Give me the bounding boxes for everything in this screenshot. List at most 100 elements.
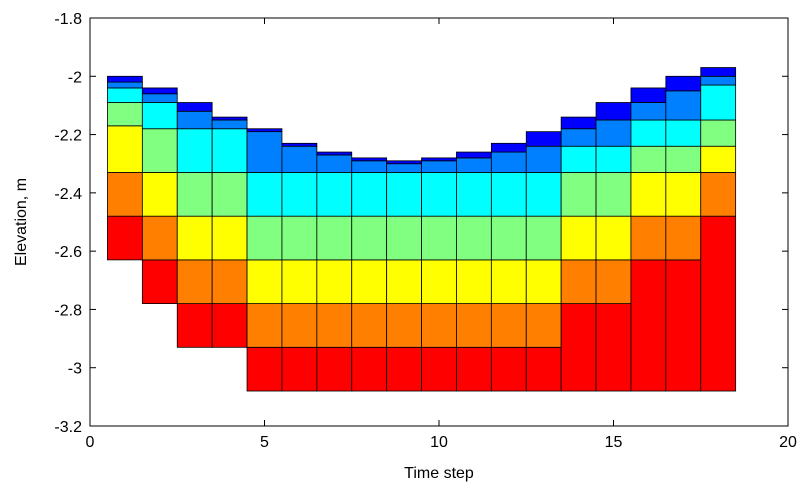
cell-col14-layer6 bbox=[560, 128, 597, 147]
cell-col10-layer5 bbox=[421, 172, 457, 217]
cell-col1-layer3 bbox=[107, 125, 143, 173]
cell-col13-layer7 bbox=[525, 131, 562, 147]
cell-col1-layer2 bbox=[107, 172, 143, 217]
y-tick-label: -2.8 bbox=[54, 302, 82, 319]
cell-col11-layer1 bbox=[456, 346, 492, 392]
cell-col9-layer5 bbox=[386, 172, 422, 217]
cell-col16-layer3 bbox=[630, 172, 667, 217]
cell-col14-layer4 bbox=[560, 172, 597, 217]
cell-col12-layer6 bbox=[490, 151, 527, 173]
cell-col7-layer6 bbox=[316, 154, 353, 173]
cell-col10-layer4 bbox=[421, 215, 457, 261]
cell-col13-layer2 bbox=[525, 303, 562, 348]
cell-col5-layer1 bbox=[246, 346, 283, 392]
y-tick-label: -2.4 bbox=[54, 186, 82, 203]
cell-col9-layer3 bbox=[386, 259, 422, 305]
cell-col13-layer6 bbox=[525, 145, 562, 173]
y-tick-label: -1.8 bbox=[54, 11, 82, 28]
x-tick-label: 15 bbox=[605, 434, 623, 451]
cell-col3-layer4 bbox=[176, 172, 213, 217]
cell-col15-layer3 bbox=[595, 215, 632, 261]
cell-col6-layer7 bbox=[281, 142, 318, 147]
cell-col6-layer5 bbox=[281, 172, 318, 217]
cell-col15-layer7 bbox=[595, 102, 632, 121]
cell-col1-layer6 bbox=[107, 81, 143, 89]
cell-col10-layer7 bbox=[421, 157, 457, 162]
cell-col7-layer5 bbox=[316, 172, 353, 217]
cell-col4-layer1 bbox=[211, 303, 248, 348]
x-tick-label: 10 bbox=[430, 434, 448, 451]
cell-col15-layer1 bbox=[595, 303, 632, 392]
cell-col13-layer3 bbox=[525, 259, 562, 305]
axes: 0 5 10 15 20 -1.8 -2 -2.2 -2.4 -2.6 -2.8 -3 -3.2 bbox=[54, 11, 797, 451]
cell-col5-layer2 bbox=[246, 303, 283, 348]
cell-col5-layer7 bbox=[246, 128, 283, 133]
cell-col18-layer3 bbox=[700, 145, 737, 173]
cell-col14-layer2 bbox=[560, 259, 597, 305]
cell-col7-layer3 bbox=[316, 259, 353, 305]
cell-col2-layer5 bbox=[141, 102, 178, 130]
cell-col3-layer1 bbox=[176, 303, 213, 348]
y-axis-title: Elevation, m bbox=[13, 178, 30, 266]
cell-col8-layer2 bbox=[351, 303, 388, 348]
cell-col5-layer5 bbox=[246, 172, 283, 217]
cell-col4-layer3 bbox=[211, 215, 248, 261]
cell-col12-layer2 bbox=[490, 303, 527, 348]
cell-col10-layer3 bbox=[421, 259, 457, 305]
cell-col6-layer2 bbox=[281, 303, 318, 348]
cell-col12-layer1 bbox=[490, 346, 527, 392]
cell-col1-layer7 bbox=[107, 75, 143, 83]
cell-col5-layer4 bbox=[246, 215, 283, 261]
cell-col11-layer7 bbox=[456, 151, 492, 159]
x-tick-label: 20 bbox=[779, 434, 797, 451]
cell-col1-layer4 bbox=[107, 102, 143, 127]
cell-col7-layer2 bbox=[316, 303, 353, 348]
cell-col2-layer2 bbox=[141, 215, 178, 261]
cell-col2-layer4 bbox=[141, 128, 178, 173]
cell-col15-layer2 bbox=[595, 259, 632, 305]
cell-col8-layer7 bbox=[351, 157, 388, 162]
cell-col2-layer7 bbox=[141, 87, 178, 95]
cell-col8-layer1 bbox=[351, 346, 388, 392]
y-tick-label: -3.2 bbox=[54, 419, 82, 436]
cell-col14-layer5 bbox=[560, 145, 597, 173]
cell-col12-layer4 bbox=[490, 215, 527, 261]
cell-col7-layer7 bbox=[316, 151, 353, 156]
cell-col6-layer1 bbox=[281, 346, 318, 392]
cell-col18-layer4 bbox=[700, 119, 737, 147]
cell-col8-layer4 bbox=[351, 215, 388, 261]
cell-col18-layer5 bbox=[700, 84, 737, 121]
cell-col16-layer5 bbox=[630, 119, 667, 147]
cell-col15-layer6 bbox=[595, 119, 632, 147]
cell-col4-layer5 bbox=[211, 128, 248, 173]
cell-col11-layer6 bbox=[456, 157, 492, 173]
cell-col5-layer6 bbox=[246, 131, 283, 173]
cell-col4-layer7 bbox=[211, 116, 248, 121]
cell-col12-layer3 bbox=[490, 259, 527, 305]
cell-col17-layer5 bbox=[665, 119, 702, 147]
cell-col12-layer5 bbox=[490, 172, 527, 217]
cell-col1-layer1 bbox=[107, 215, 143, 261]
cell-col15-layer4 bbox=[595, 172, 632, 217]
cell-col9-layer2 bbox=[386, 303, 422, 348]
cell-col17-layer1 bbox=[665, 259, 702, 392]
cell-col11-layer2 bbox=[456, 303, 492, 348]
cell-col14-layer3 bbox=[560, 215, 597, 261]
cell-col11-layer3 bbox=[456, 259, 492, 305]
cell-col9-layer7 bbox=[386, 160, 422, 165]
cell-col17-layer4 bbox=[665, 145, 702, 173]
cell-col6-layer3 bbox=[281, 259, 318, 305]
cell-col13-layer5 bbox=[525, 172, 562, 217]
cell-col17-layer3 bbox=[665, 172, 702, 217]
cell-col1-layer5 bbox=[107, 87, 143, 103]
cell-col5-layer3 bbox=[246, 259, 283, 305]
y-tick-label: -2.2 bbox=[54, 128, 82, 145]
cell-col4-layer4 bbox=[211, 172, 248, 217]
cell-col7-layer4 bbox=[316, 215, 353, 261]
cell-col3-layer6 bbox=[176, 110, 213, 130]
y-tick-label: -2.6 bbox=[54, 244, 82, 261]
cell-col10-layer1 bbox=[421, 346, 457, 392]
y-tick-label: -2 bbox=[68, 69, 82, 86]
cell-col8-layer6 bbox=[351, 160, 388, 173]
